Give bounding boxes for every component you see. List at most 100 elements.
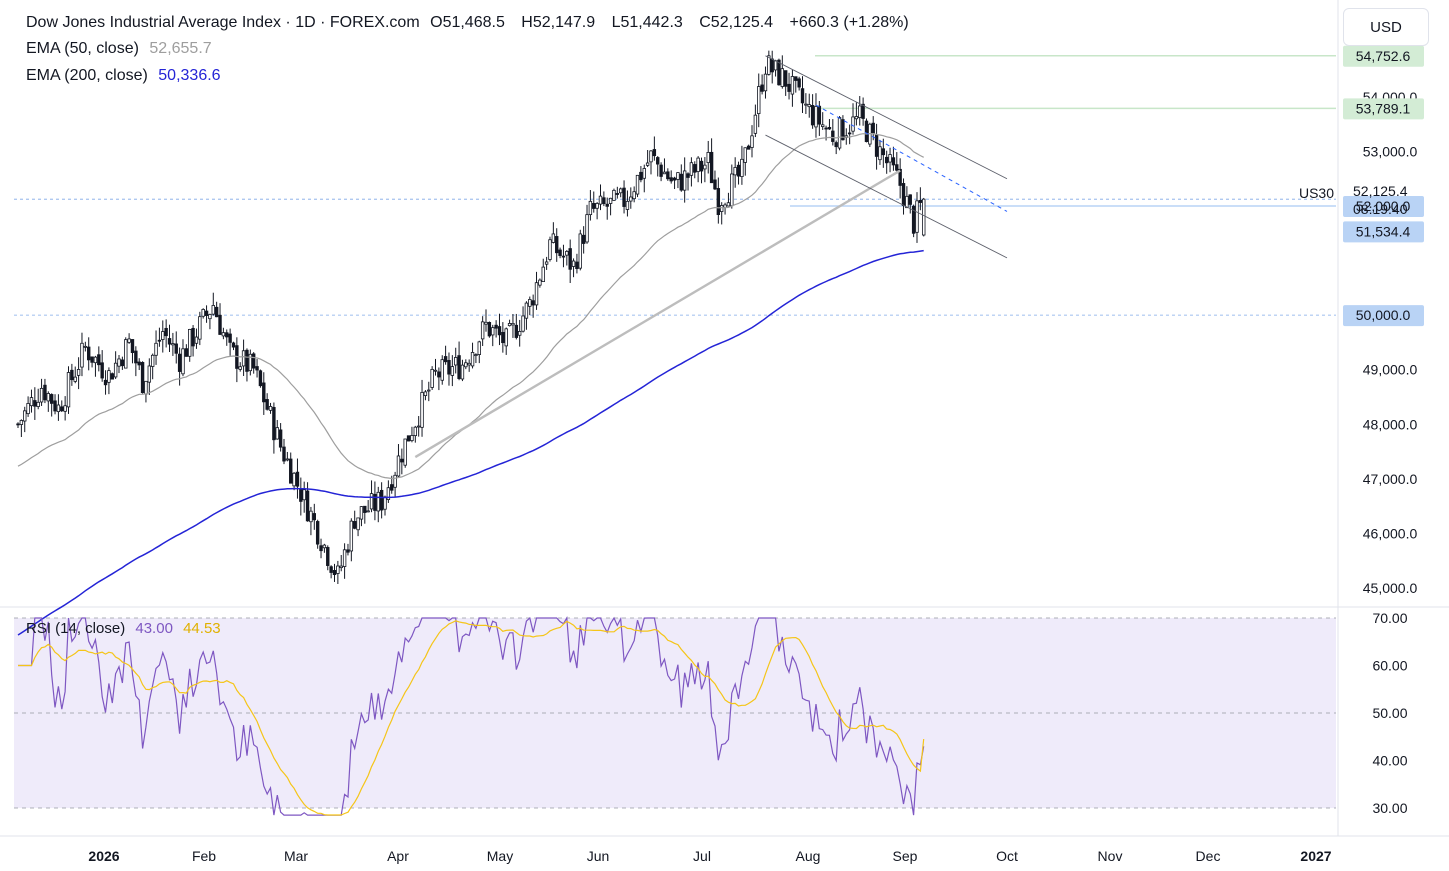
candle [888,147,892,173]
candle-body-down [884,156,889,164]
candle-body-up [905,195,909,209]
candle [723,202,727,215]
candle [881,138,886,168]
candle [19,419,24,437]
candle-body-up [208,314,212,320]
candle [528,296,532,316]
rsi-tick: 40.00 [1372,753,1407,769]
candle-body-down [70,369,74,381]
candle [204,305,209,323]
candle-body-down [390,484,394,491]
ema50-line [17,133,924,480]
candle-body-up [632,191,636,200]
candle [326,545,330,571]
candle-body-up [63,405,67,412]
candle [612,188,616,201]
candle [743,147,747,176]
candle-body-up [292,472,296,487]
candle [184,344,189,357]
candle-body-down [137,361,141,366]
candle [346,543,350,556]
candle [682,157,687,203]
candle-body-down [787,83,791,92]
candle [716,177,721,224]
candle-body-down [602,197,606,205]
candle-body-down [561,255,566,258]
candle-body-up [336,565,340,574]
candle [278,423,283,452]
candle-body-up [39,387,44,403]
candle-body-down [231,342,236,348]
candle [87,337,91,371]
candle [66,366,71,414]
candle [352,510,357,530]
candle-body-down [204,310,209,316]
candle [241,339,246,376]
candle-body-up [309,510,313,523]
candle [773,59,778,77]
candle [225,329,229,346]
candle [420,379,424,437]
candle-body-up [356,517,360,531]
low-value: L51,442.3 [611,14,683,31]
candle [652,136,657,161]
candle [568,239,572,284]
candle-body-up [726,202,731,207]
candle [100,350,104,382]
candle [63,396,67,421]
candle [834,140,838,155]
candle [501,322,505,353]
candle [366,500,370,513]
candle-body-up [161,331,165,340]
candle [137,358,141,371]
candle-body-up [504,328,508,347]
candle-body-up [689,162,694,176]
candle [120,356,125,370]
ema200-legend[interactable]: EMA (200, close) 50,336.6 [26,67,227,85]
candle-body-up [211,305,215,315]
candle [60,400,64,413]
candle [662,158,667,175]
candle [157,327,162,347]
candle-body-up [80,342,84,368]
candle [70,363,74,386]
candle-body-down [864,120,869,143]
price-tag: 50,000.0 [1356,307,1411,323]
candle-body-up [491,327,495,336]
candle-body-down [379,489,384,511]
candle-body-up [383,496,387,510]
candle-body-up [743,147,747,163]
candle [494,320,498,338]
candle-body-up [430,368,434,388]
candle [208,313,212,330]
time-label: Sep [893,848,918,864]
candle [868,122,872,147]
candle [696,156,700,183]
candle [56,394,61,421]
candle-body-down [363,505,367,513]
candle-body-down [60,406,64,412]
candle [618,187,623,198]
candle-body-down [373,493,377,511]
candle [858,96,862,126]
rsi-legend[interactable]: RSI (14, close) 43.00 44.53 [26,620,227,637]
candle-body-down [258,370,263,387]
candle-body-down [672,177,677,181]
candle [864,118,869,143]
candle [797,76,801,91]
candle [245,348,249,382]
candle-body-up [339,565,343,569]
candle [807,93,811,118]
candle-body-down [760,84,764,92]
time-label: Dec [1196,848,1221,864]
currency-button[interactable]: USD [1343,8,1429,46]
ema50-legend[interactable]: EMA (50, close) 52,655.7 [26,40,218,58]
candle-body-up [837,117,842,149]
candle [487,321,492,338]
candle [511,313,515,338]
candle [709,138,714,184]
candle [76,357,81,390]
candle-body-up [221,332,226,337]
candle [329,565,333,579]
